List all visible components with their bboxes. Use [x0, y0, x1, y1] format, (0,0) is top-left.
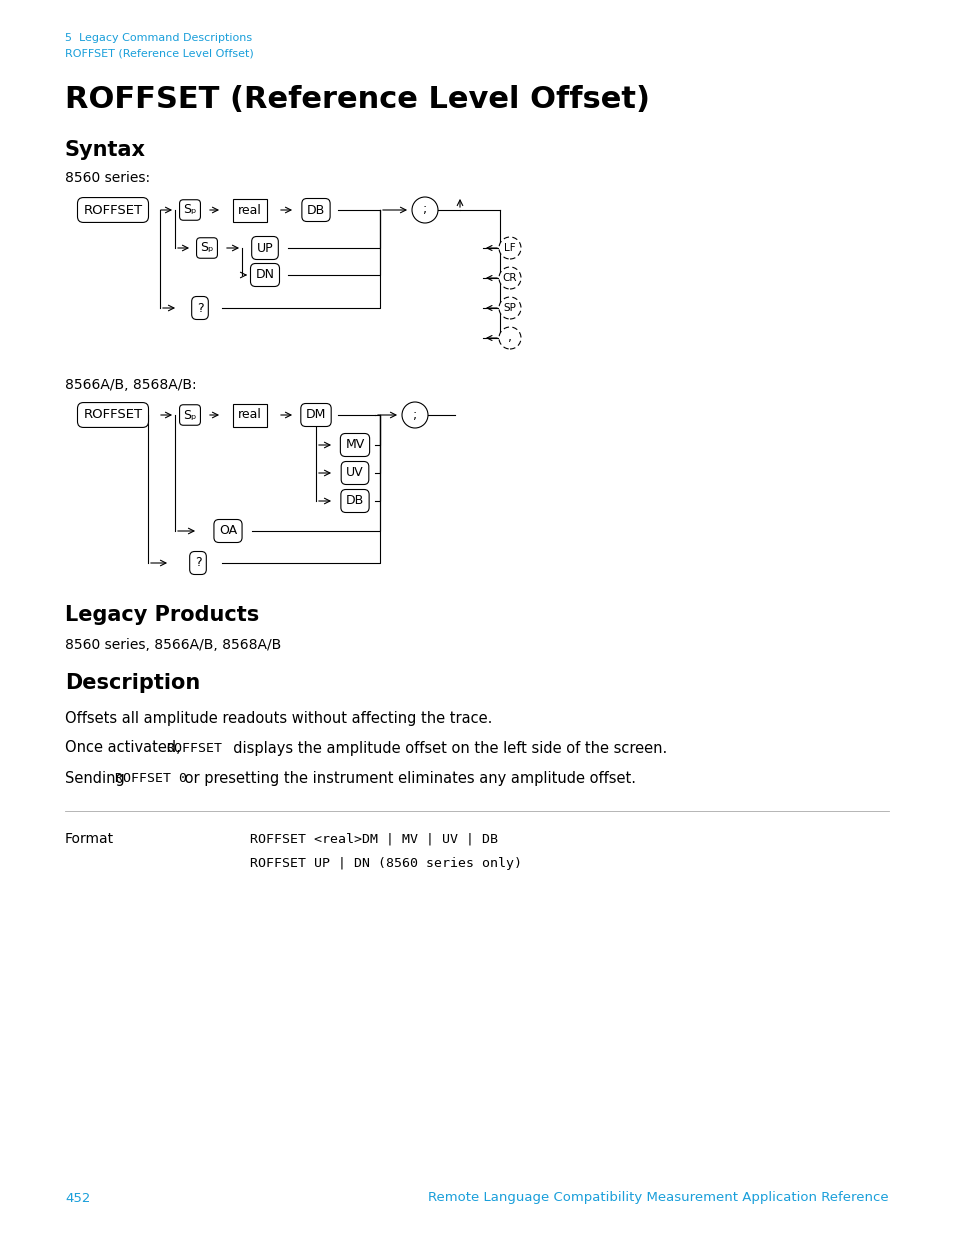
Text: ROFFSET UP | DN (8560 series only): ROFFSET UP | DN (8560 series only) [250, 857, 521, 869]
Text: ROFFSET (Reference Level Offset): ROFFSET (Reference Level Offset) [65, 49, 253, 59]
Text: ?: ? [196, 301, 203, 315]
Text: MV: MV [345, 438, 364, 452]
Text: UP: UP [256, 242, 273, 254]
Text: displays the amplitude offset on the left side of the screen.: displays the amplitude offset on the lef… [224, 741, 666, 756]
Text: 5  Legacy Command Descriptions: 5 Legacy Command Descriptions [65, 33, 252, 43]
Text: ,: , [507, 331, 512, 345]
Text: 8566A/B, 8568A/B:: 8566A/B, 8568A/B: [65, 378, 196, 391]
Text: ;: ; [413, 409, 416, 421]
Text: 452: 452 [65, 1192, 91, 1204]
Text: Sₚ: Sₚ [183, 409, 196, 421]
Text: ROFFSET 0: ROFFSET 0 [115, 772, 187, 784]
Text: DB: DB [307, 204, 325, 216]
Text: Remote Language Compatibility Measurement Application Reference: Remote Language Compatibility Measuremen… [428, 1192, 888, 1204]
Text: SP: SP [503, 303, 516, 312]
Text: Offsets all amplitude readouts without affecting the trace.: Offsets all amplitude readouts without a… [65, 710, 492, 725]
Text: CR: CR [502, 273, 517, 283]
Text: Format: Format [65, 832, 114, 846]
Text: 8560 series, 8566A/B, 8568A/B: 8560 series, 8566A/B, 8568A/B [65, 638, 281, 652]
Text: Sending: Sending [65, 771, 130, 785]
Circle shape [498, 267, 520, 289]
Text: 8560 series:: 8560 series: [65, 170, 150, 185]
Text: or presetting the instrument eliminates any amplitude offset.: or presetting the instrument eliminates … [180, 771, 636, 785]
Text: Sₚ: Sₚ [183, 204, 196, 216]
Circle shape [412, 198, 437, 224]
Circle shape [498, 327, 520, 350]
Circle shape [498, 237, 520, 259]
Text: ;: ; [422, 204, 427, 216]
Text: ?: ? [194, 557, 201, 569]
Text: real: real [238, 204, 262, 216]
Circle shape [498, 296, 520, 319]
Text: DB: DB [346, 494, 364, 508]
Text: LF: LF [503, 243, 516, 253]
Text: Sₚ: Sₚ [200, 242, 213, 254]
Text: Once activated,: Once activated, [65, 741, 185, 756]
Text: Description: Description [65, 673, 200, 693]
Text: ROFFSET: ROFFSET [166, 741, 222, 755]
Text: ROFFSET: ROFFSET [83, 409, 142, 421]
Text: UV: UV [346, 467, 363, 479]
Text: ROFFSET <real>DM | MV | UV | DB: ROFFSET <real>DM | MV | UV | DB [250, 832, 497, 846]
Text: DN: DN [255, 268, 274, 282]
Text: ROFFSET: ROFFSET [83, 204, 142, 216]
Text: ROFFSET (Reference Level Offset): ROFFSET (Reference Level Offset) [65, 85, 649, 115]
Text: Legacy Products: Legacy Products [65, 605, 259, 625]
Circle shape [401, 403, 428, 429]
Text: DM: DM [306, 409, 326, 421]
Text: real: real [238, 409, 262, 421]
Text: OA: OA [218, 525, 236, 537]
Text: Syntax: Syntax [65, 140, 146, 161]
